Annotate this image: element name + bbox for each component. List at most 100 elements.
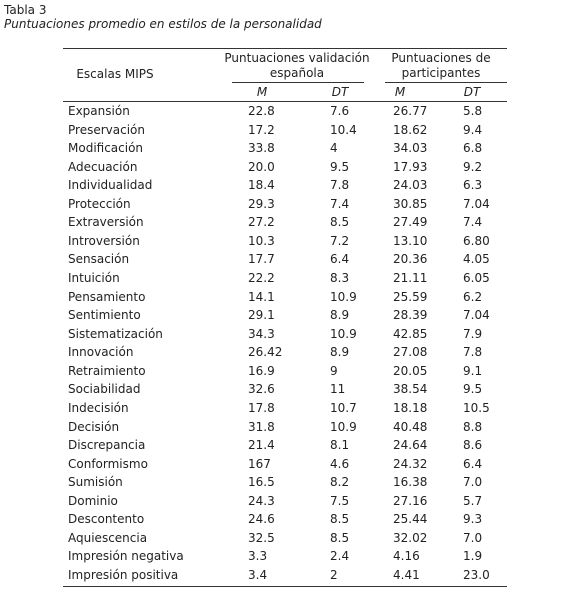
table-label: Tabla 3 [4,3,47,17]
cell: 26.42 [248,345,283,360]
row-label: Sensación [68,252,130,267]
cell: 32.5 [248,530,275,545]
cell: 4.16 [393,549,420,564]
cell: 7.8 [330,178,350,193]
row-label: Impresión positiva [68,568,179,582]
cell: 10.5 [463,400,490,415]
cell: 7.9 [463,326,483,341]
row-label: Discrepancia [68,438,146,453]
cell: 20.36 [393,252,428,267]
cell: 21.4 [248,438,275,453]
group-header: participantes [401,66,481,80]
column-subheader: M [394,85,406,99]
cell: 14.1 [248,289,275,304]
cell: 38.54 [393,382,428,397]
cell: 42.85 [393,326,428,341]
bottom-rule [63,586,507,587]
cell: 6.05 [463,271,490,286]
row-label: Indecisión [68,400,129,415]
cell: 10.4 [330,122,357,137]
group-header: española [269,66,325,80]
cell: 6.4 [463,456,483,471]
cell: 10.9 [330,289,357,304]
row-label: Modificación [68,141,144,156]
group-header: Puntuaciones de [391,51,491,65]
cell: 16.5 [248,475,275,490]
cell: 9.5 [463,382,483,397]
cell: 9 [330,363,338,378]
cell: 25.59 [393,289,428,304]
row-label: Introversión [68,233,140,248]
row-label: Protección [68,196,131,211]
cell: 7.04 [463,196,490,211]
column-subheader: M [256,85,268,99]
cell: 7.8 [463,345,483,360]
cell: 8.8 [463,419,483,434]
cell: 6.4 [330,252,350,267]
cell: 7.5 [330,493,350,508]
row-label: Decisión [68,419,120,434]
cell: 7.0 [463,530,483,545]
cell: 6.2 [463,289,483,304]
row-label: Retraimiento [68,363,146,378]
cell: 9.3 [463,512,483,527]
cell: 16.38 [393,475,428,490]
cell: 11 [330,382,346,397]
cell: 8.2 [330,475,350,490]
cell: 2.4 [330,549,350,564]
cell: 8.1 [330,438,350,453]
cell: 5.8 [463,104,483,118]
row-label: Sistematización [68,326,163,341]
cell: 10.7 [330,400,357,415]
cell: 27.2 [248,215,275,230]
cell: 10.3 [248,233,275,248]
cell: 7.6 [330,104,350,118]
cell: 24.6 [248,512,275,527]
cell: 17.8 [248,400,275,415]
cell: 34.03 [393,141,428,156]
cell: 18.62 [393,122,428,137]
row-label: Intuición [68,271,120,286]
cell: 29.1 [248,308,275,323]
cell: 8.9 [330,308,350,323]
cell: 23.0 [463,568,490,582]
cell: 24.32 [393,456,428,471]
cell: 34.3 [248,326,275,341]
row-label: Dominio [68,493,118,508]
cell: 22.8 [248,104,275,118]
cell: 6.80 [463,233,490,248]
cell: 29.3 [248,196,275,211]
column-subheader: DT [463,85,481,99]
row-label: Innovación [68,345,134,360]
cell: 4.41 [393,568,420,582]
cell: 27.49 [393,215,428,230]
cell: 9.5 [330,159,350,174]
cell: 10.9 [330,419,357,434]
cell: 3.4 [248,568,268,582]
cell: 5.7 [463,493,483,508]
row-label: Sumisión [68,475,123,490]
cell: 7.2 [330,233,350,248]
cell: 10.9 [330,326,357,341]
cell: 13.10 [393,233,428,248]
cell: 8.5 [330,215,350,230]
cell: 28.39 [393,308,428,323]
cell: 8.3 [330,271,350,286]
cell: 7.04 [463,308,490,323]
cell: 167 [248,456,271,471]
header-rule [63,101,507,102]
cell: 21.11 [393,271,428,286]
cell: 3.3 [248,549,268,564]
group-header: Puntuaciones validación [224,51,370,65]
cell: 27.16 [393,493,428,508]
column-subheader: DT [331,85,349,99]
cell: 7.4 [463,215,483,230]
row-label: Impresión negativa [68,549,184,564]
cell: 24.3 [248,493,275,508]
cell: 2 [330,568,338,582]
cell: 24.64 [393,438,428,453]
cell: 16.9 [248,363,275,378]
row-label: Adecuación [68,159,138,174]
cell: 9.4 [463,122,483,137]
cell: 32.6 [248,382,275,397]
